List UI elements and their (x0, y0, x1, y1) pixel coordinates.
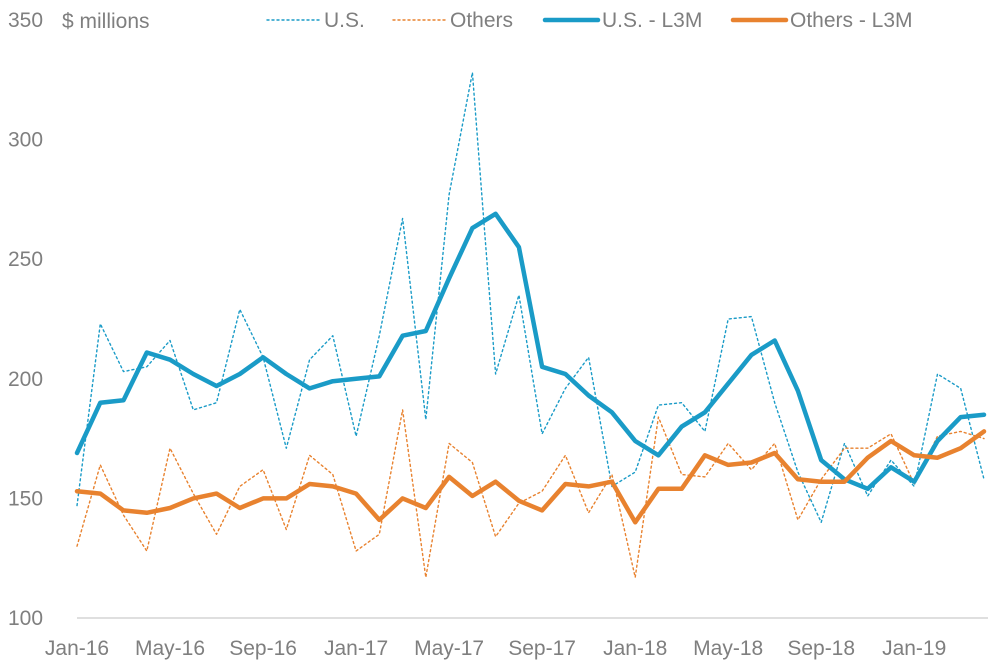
series-line-us-l3m (74, 211, 987, 492)
x-tick-label: Sep-18 (787, 637, 855, 660)
y-tick-label: 100 (8, 607, 43, 630)
legend: U.S. Others U.S. - L3M Others - L3M (266, 9, 913, 32)
y-axis: 100 150 200 250 300 350 (8, 9, 43, 630)
x-tick-label: May-16 (135, 637, 205, 660)
x-tick-label: Sep-17 (508, 637, 576, 660)
legend-label: U.S. - L3M (602, 9, 702, 32)
y-tick-label: 200 (8, 368, 43, 391)
y-tick-label: 250 (8, 248, 43, 271)
legend-item-us: U.S. (266, 9, 365, 32)
series-line-others (76, 409, 985, 578)
series-line-others-l3m (74, 429, 987, 525)
x-tick-label: May-18 (693, 637, 763, 660)
legend-label: Others (450, 9, 513, 32)
legend-item-others-l3m: Others - L3M (730, 9, 913, 32)
legend-label: U.S. (324, 9, 365, 32)
legend-label: Others - L3M (790, 9, 913, 32)
unit-label: $ millions (62, 10, 150, 33)
y-tick-label: 150 (8, 487, 43, 510)
legend-item-us-l3m: U.S. - L3M (542, 9, 702, 32)
y-tick-label: 350 (8, 9, 43, 32)
series-lines (74, 71, 987, 578)
x-tick-label: Jan-18 (603, 637, 667, 660)
legend-item-others: Others (392, 9, 513, 32)
y-tick-label: 300 (8, 129, 43, 152)
x-tick-label: Sep-16 (229, 637, 297, 660)
x-axis: Jan-16 May-16 Sep-16 Jan-17 May-17 Sep-17 Jan-… (45, 617, 988, 660)
x-tick-label: Jan-17 (324, 637, 388, 660)
x-tick-label: May-17 (414, 637, 484, 660)
x-tick-label: Jan-16 (45, 637, 109, 660)
x-tick-label: Jan-19 (882, 637, 946, 660)
